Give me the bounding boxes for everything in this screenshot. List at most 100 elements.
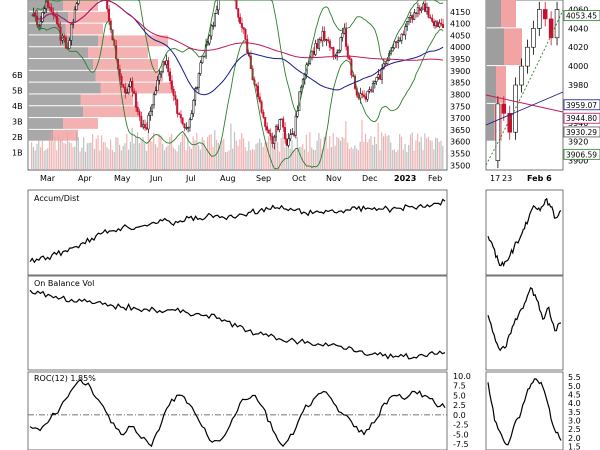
candle-body	[133, 91, 136, 94]
candle-body	[276, 126, 279, 130]
volume-bar	[390, 142, 392, 170]
volume-bar	[118, 144, 121, 170]
volume-bar	[289, 148, 291, 170]
roc-tick-label: -5.0	[453, 430, 469, 439]
obv-panel: On Balance Vol	[34, 279, 94, 288]
volume-bar	[381, 132, 383, 170]
zoom-roc-tick-label: 4.0	[568, 399, 581, 408]
panel-frame-zad	[485, 189, 564, 276]
volume-bar	[90, 142, 92, 170]
volume-bar	[363, 141, 365, 170]
volume-bar	[38, 138, 40, 170]
volume-axis-ticks: 6B 5B 4B 3B 2B 1B	[12, 71, 23, 158]
volume-bar	[135, 136, 137, 170]
candle-body	[127, 86, 130, 93]
candle-body	[321, 31, 324, 42]
volume-bar	[345, 121, 347, 170]
volume-bar	[124, 143, 126, 170]
volume-bar	[409, 134, 412, 170]
volume-bar	[377, 122, 379, 170]
volume-bar	[382, 136, 385, 170]
volume-bar	[97, 135, 99, 170]
volume-bar	[440, 140, 442, 170]
candle-body	[271, 135, 274, 144]
volume-bar	[99, 150, 101, 170]
volume-bar	[375, 144, 377, 170]
volume-bar	[400, 136, 403, 170]
price-panel: 4150 4100 4050 4000 3950 3900 3850 3800 3750 3700…	[12, 0, 470, 183]
candle-body	[265, 126, 268, 131]
volume-bar	[321, 149, 324, 170]
candle-body	[292, 133, 295, 136]
candle-body	[282, 118, 285, 128]
volume-bar	[325, 132, 327, 170]
candle-body	[427, 7, 430, 18]
volume-bar	[50, 132, 52, 170]
zoom-price-tick-label: 3920	[568, 138, 588, 147]
volume-bar	[278, 151, 280, 170]
volume-bar	[142, 136, 144, 170]
volume-bar	[117, 137, 119, 170]
volume-bar	[122, 145, 124, 170]
candle-body	[194, 88, 197, 101]
candle-body	[158, 73, 161, 81]
vbp-up-bar	[95, 70, 163, 82]
candle-body	[377, 74, 380, 78]
roc-tick-label: 10.0	[453, 372, 471, 381]
candle-body	[125, 92, 128, 94]
volume-bar	[178, 145, 180, 170]
candle-body	[395, 41, 398, 43]
candle-body	[190, 113, 193, 120]
roc-tick-label: 7.5	[453, 382, 466, 391]
volume-bar	[357, 150, 360, 170]
volume-bar	[221, 140, 223, 170]
candle-body	[107, 8, 110, 22]
vbp-down-bar	[28, 11, 68, 23]
volume-bar	[300, 147, 302, 170]
price-tick-label: 4100	[450, 20, 470, 29]
month-tick-label: Apr	[78, 174, 93, 183]
candle-body	[291, 133, 294, 135]
candle-body	[172, 88, 175, 96]
month-tick-label: Sep	[256, 174, 271, 183]
candle-body	[39, 21, 42, 26]
volume-bar	[230, 123, 232, 170]
volume-bar	[391, 150, 394, 170]
volume-bar	[269, 137, 272, 170]
candle-body	[416, 7, 419, 14]
candle-body	[165, 60, 168, 65]
volume-bar	[65, 143, 67, 170]
candle-body	[179, 114, 182, 119]
candle-body	[212, 25, 215, 27]
volume-bar	[145, 150, 148, 170]
volume-by-price-bars	[28, 0, 173, 141]
candle-body	[151, 104, 154, 112]
month-tick-label: Jun	[149, 174, 163, 183]
volume-bar	[92, 134, 94, 170]
zoom-roc-axis-ticks: 5.55.04.54.03.53.02.52.01.5	[568, 373, 581, 450]
volume-bar	[323, 136, 325, 170]
volume-bar	[262, 146, 264, 170]
candle-body	[57, 23, 60, 28]
volume-bar	[418, 141, 421, 170]
zoom-candle-body	[548, 18, 554, 39]
volume-bar	[242, 138, 245, 170]
volume-bar	[41, 140, 43, 170]
candle-body	[274, 126, 277, 138]
volume-bar	[212, 147, 214, 170]
volume-bar	[327, 148, 329, 170]
volume-bar	[52, 141, 54, 170]
volume-bar	[226, 151, 228, 170]
zoom-price-panel: 406040404020400039803960394039203900 405…	[485, 0, 600, 183]
volume-tick-label: 3B	[12, 118, 23, 127]
price-tick-label: 3700	[450, 114, 470, 123]
vbp-down-bar	[28, 118, 63, 129]
candle-body	[174, 95, 177, 100]
price-tick-label: 4050	[450, 31, 470, 40]
candle-body	[183, 123, 186, 128]
zoom-price-tick-label: 3900	[568, 157, 588, 166]
candle-body	[332, 47, 335, 57]
candle-body	[283, 127, 286, 140]
candle-body	[199, 62, 202, 74]
volume-bar	[162, 143, 164, 170]
